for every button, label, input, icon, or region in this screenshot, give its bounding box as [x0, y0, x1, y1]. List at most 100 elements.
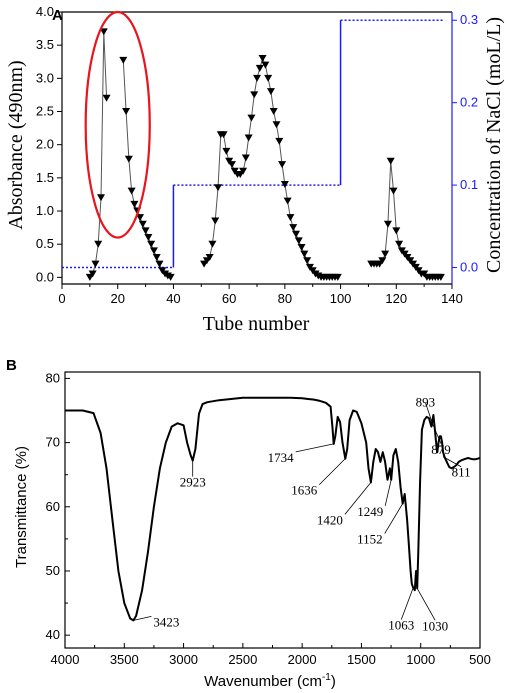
absorbance-point	[300, 250, 309, 258]
panel-b-xtick-label: 500	[469, 652, 491, 667]
absorbance-point	[258, 54, 267, 62]
absorbance-point	[266, 88, 275, 96]
absorbance-point	[99, 28, 108, 36]
absorbance-point	[144, 234, 153, 242]
peak-label-879: 879	[431, 442, 451, 457]
absorbance-point	[389, 187, 398, 195]
absorbance-point	[130, 200, 139, 208]
absorbance-point	[392, 227, 401, 235]
peak-leader-893	[425, 402, 434, 427]
absorbance-point	[275, 137, 284, 145]
panel-b-ytick-label: 60	[46, 499, 60, 514]
peak-leader-811	[442, 456, 462, 468]
peak-label-1249: 1249	[357, 504, 383, 519]
absorbance-line-0	[89, 31, 108, 278]
peak-leader-1249	[384, 479, 392, 506]
peak-leader-879	[434, 429, 442, 444]
absorbance-point	[283, 197, 292, 205]
absorbance-point	[436, 273, 445, 281]
highlight-ellipse	[84, 10, 151, 239]
absorbance-point	[141, 227, 150, 235]
panel-b-xlabel: Wavenumber (cm-1)	[204, 672, 336, 690]
peak-label-1420: 1420	[317, 512, 343, 527]
panel-a-ylabel: Absorbance (490nm)	[5, 60, 27, 229]
panel-a-ytick-label: 0.0	[36, 269, 54, 284]
absorbance-point	[241, 154, 250, 162]
ir-spectrum-line	[65, 396, 481, 622]
absorbance-point	[244, 134, 253, 142]
panel-a-xtick-label: 20	[110, 291, 124, 306]
peak-label-1734: 1734	[268, 450, 295, 465]
panel-b-chart: 4000 3500 3000 2500 2000 1500 1000 500 40 50 60 70 8…	[46, 370, 491, 667]
panel-a-ytick-label: 1.0	[36, 203, 54, 218]
panel-b-ylabel: Transmittance (%)	[13, 446, 30, 568]
absorbance-point	[261, 61, 270, 69]
absorbance-point	[155, 260, 164, 268]
panel-b-ytick-label: 40	[46, 627, 60, 642]
peak-label-3423: 3423	[153, 614, 179, 629]
absorbance-point	[136, 214, 144, 222]
absorbance-point	[88, 270, 97, 278]
absorbance-point	[152, 253, 161, 261]
panel-b-ytick-label: 70	[46, 435, 60, 450]
panel-a-ytick-label: 0.5	[36, 236, 54, 251]
absorbance-point	[333, 273, 342, 281]
panel-b-xtick-label: 4000	[51, 652, 80, 667]
absorbance-point	[147, 240, 156, 248]
peak-leader-3423	[133, 616, 152, 621]
panel-b-ytick-label: 80	[46, 370, 60, 385]
absorbance-point	[286, 214, 295, 222]
absorbance-point	[395, 240, 404, 248]
panel-b-frame	[64, 371, 481, 649]
absorbance-point	[127, 187, 136, 195]
panel-a-y2tick-label: 0.3	[460, 12, 478, 27]
panel-a-xtick-label: 0	[58, 291, 65, 306]
absorbance-point	[227, 161, 236, 169]
peak-label-811: 811	[452, 465, 471, 480]
panel-a-label: A	[52, 7, 63, 24]
panel-a-xtick-label: 140	[441, 291, 463, 306]
absorbance-point	[119, 56, 128, 64]
absorbance-point	[138, 220, 147, 228]
panel-b-label: B	[6, 357, 17, 374]
absorbance-point	[250, 91, 259, 99]
panel-a-xtick-label: 80	[278, 291, 292, 306]
peak-label-1063: 1063	[388, 618, 414, 633]
absorbance-point	[149, 247, 158, 255]
absorbance-point	[205, 253, 214, 261]
absorbance-point	[122, 108, 131, 116]
absorbance-point	[303, 257, 312, 265]
panel-b-xlabel-end: )	[331, 673, 336, 690]
panel-b-xlabel-sup: -1	[322, 672, 331, 683]
panel-a-y2tick-label: 0.2	[460, 95, 478, 110]
absorbance-point	[255, 64, 264, 72]
absorbance-point	[386, 157, 395, 165]
panel-a-xtick-label: 40	[166, 291, 180, 306]
absorbance-point	[91, 260, 100, 268]
panel-a-ytick-label: 2.0	[36, 137, 54, 152]
panel-a-xtick-label: 100	[330, 291, 352, 306]
panel-b-xlabel-main: Wavenumber (cm	[204, 673, 322, 690]
peak-leader-1152	[384, 503, 404, 534]
absorbance-point	[239, 167, 248, 175]
panel-a-ytick-label: 2.5	[36, 104, 54, 119]
panel-b-xtick-label: 2000	[288, 652, 317, 667]
panel-a-y2tick-label: 0.1	[460, 177, 478, 192]
panel-a-ytick-label: 1.5	[36, 170, 54, 185]
panel-a-ytick-label: 4.0	[36, 4, 54, 19]
panel-b-xtick-label: 1500	[347, 652, 376, 667]
absorbance-point	[383, 220, 392, 228]
absorbance-point	[211, 217, 220, 225]
absorbance-point	[247, 114, 256, 122]
peak-label-1636: 1636	[291, 483, 318, 498]
absorbance-point	[208, 240, 217, 248]
panel-a-chart: 0 20 40 60 80 100 120 140 0.0 0.5 1.0 1.5 2.0 2.5 3.0 3…	[36, 4, 478, 306]
absorbance-point	[222, 147, 231, 155]
panel-a-xtick-label: 60	[222, 291, 236, 306]
absorbance-point	[264, 74, 273, 82]
absorbance-point	[294, 237, 303, 245]
absorbance-point	[124, 155, 133, 163]
peak-label-1152: 1152	[357, 532, 383, 547]
absorbance-point	[289, 224, 298, 232]
